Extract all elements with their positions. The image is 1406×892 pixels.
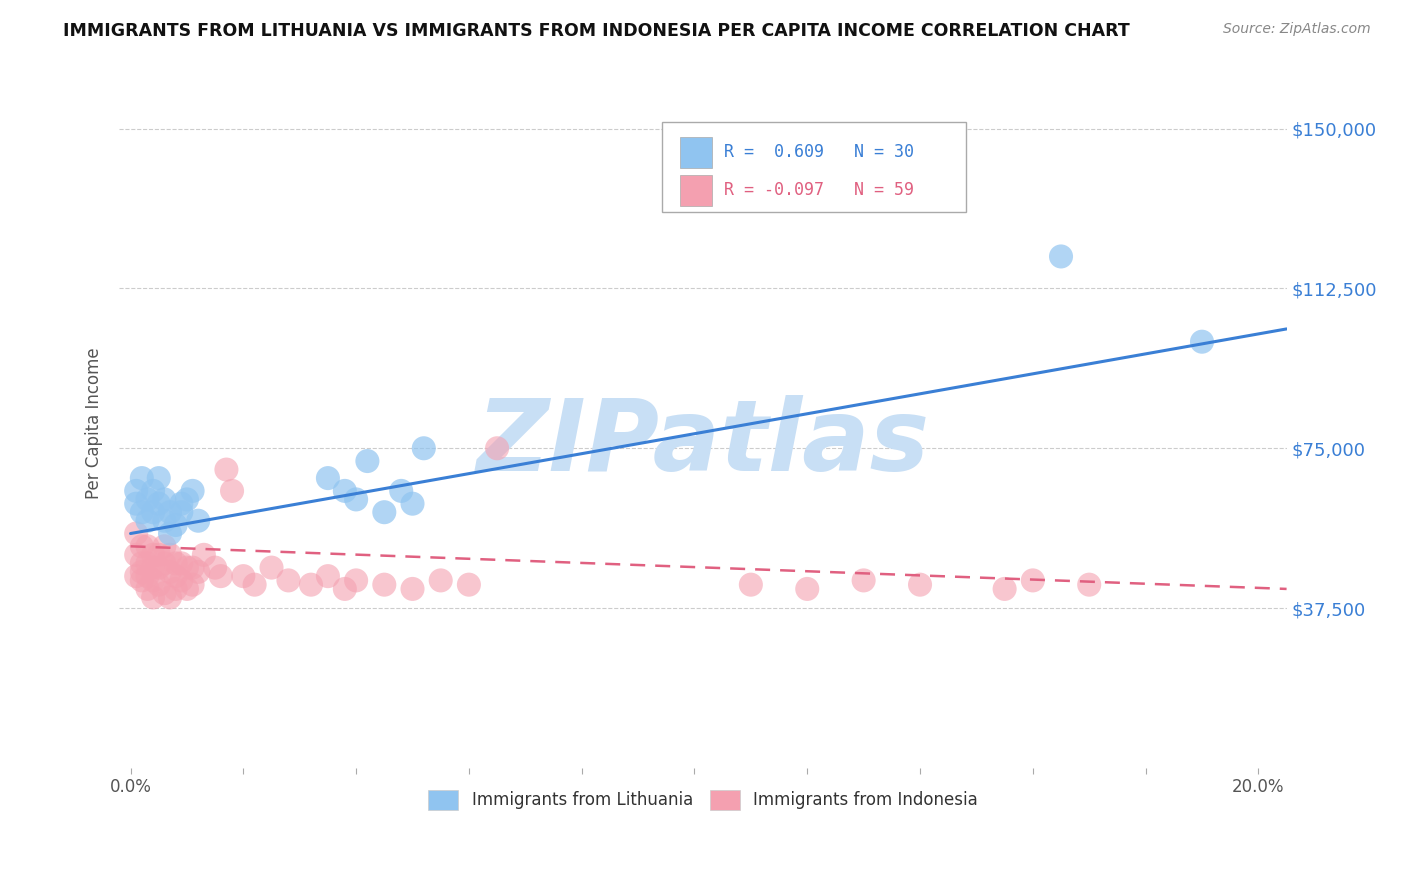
Point xyxy=(131,471,153,485)
Point xyxy=(142,591,165,605)
Point xyxy=(373,505,395,519)
Point xyxy=(142,560,165,574)
Point xyxy=(486,442,509,456)
Bar xyxy=(679,136,713,168)
Point xyxy=(181,577,204,591)
Point xyxy=(994,582,1017,596)
Point xyxy=(142,574,165,588)
Point xyxy=(131,574,153,588)
Point xyxy=(165,582,187,596)
Point xyxy=(136,514,159,528)
Point xyxy=(401,582,423,596)
Point xyxy=(204,560,226,574)
Point xyxy=(153,586,176,600)
Point xyxy=(181,483,204,498)
Point xyxy=(333,582,356,596)
Point xyxy=(429,574,451,588)
Point xyxy=(159,548,181,562)
Text: R =  0.609   N = 30: R = 0.609 N = 30 xyxy=(724,144,914,161)
Text: IMMIGRANTS FROM LITHUANIA VS IMMIGRANTS FROM INDONESIA PER CAPITA INCOME CORRELA: IMMIGRANTS FROM LITHUANIA VS IMMIGRANTS … xyxy=(63,22,1130,40)
Point xyxy=(136,557,159,571)
Point xyxy=(908,577,931,591)
Point xyxy=(401,497,423,511)
Point xyxy=(260,560,283,574)
Point xyxy=(148,577,170,591)
Point xyxy=(1191,334,1213,349)
Point xyxy=(1050,250,1073,264)
Point xyxy=(193,548,215,562)
Point xyxy=(277,574,299,588)
Point xyxy=(153,539,176,553)
Point xyxy=(740,577,762,591)
Point xyxy=(136,569,159,583)
Point xyxy=(148,471,170,485)
Point xyxy=(344,574,367,588)
Legend: Immigrants from Lithuania, Immigrants from Indonesia: Immigrants from Lithuania, Immigrants fr… xyxy=(423,785,983,815)
Point xyxy=(333,483,356,498)
Point xyxy=(176,492,198,507)
Point xyxy=(176,582,198,596)
Point xyxy=(209,569,232,583)
Point xyxy=(153,514,176,528)
Point xyxy=(170,497,193,511)
Point xyxy=(356,454,378,468)
Point xyxy=(170,505,193,519)
Point xyxy=(165,569,187,583)
Point xyxy=(176,560,198,574)
Point xyxy=(125,569,148,583)
Point xyxy=(344,492,367,507)
Bar xyxy=(679,175,713,206)
Point xyxy=(125,497,148,511)
Y-axis label: Per Capita Income: Per Capita Income xyxy=(86,347,103,499)
Point xyxy=(316,569,339,583)
Point xyxy=(1022,574,1045,588)
Point xyxy=(153,492,176,507)
Point xyxy=(187,565,209,579)
Point xyxy=(215,462,238,476)
Point xyxy=(159,565,181,579)
Point xyxy=(159,505,181,519)
Point xyxy=(131,557,153,571)
Point xyxy=(187,514,209,528)
Point xyxy=(131,565,153,579)
Point xyxy=(131,539,153,553)
Point xyxy=(389,483,412,498)
Point xyxy=(131,505,153,519)
Point xyxy=(148,548,170,562)
Point xyxy=(153,557,176,571)
Text: R = -0.097   N = 59: R = -0.097 N = 59 xyxy=(724,181,914,200)
Point xyxy=(316,471,339,485)
Point xyxy=(232,569,254,583)
Point xyxy=(125,483,148,498)
Point xyxy=(136,539,159,553)
Point xyxy=(165,518,187,533)
Point xyxy=(221,483,243,498)
Point xyxy=(148,560,170,574)
Point xyxy=(136,492,159,507)
Point xyxy=(148,497,170,511)
Point xyxy=(142,548,165,562)
Point xyxy=(142,505,165,519)
Point xyxy=(165,557,187,571)
Point xyxy=(125,526,148,541)
Point xyxy=(142,483,165,498)
Point xyxy=(1078,577,1101,591)
Point xyxy=(125,548,148,562)
Text: ZIPatlas: ZIPatlas xyxy=(477,395,929,491)
Point xyxy=(159,526,181,541)
Point xyxy=(852,574,875,588)
Point xyxy=(299,577,322,591)
Point xyxy=(457,577,479,591)
Point xyxy=(181,560,204,574)
Text: Source: ZipAtlas.com: Source: ZipAtlas.com xyxy=(1223,22,1371,37)
Point xyxy=(170,574,193,588)
Point xyxy=(170,557,193,571)
Point xyxy=(136,582,159,596)
Point xyxy=(412,442,434,456)
FancyBboxPatch shape xyxy=(662,122,966,212)
Point xyxy=(159,591,181,605)
Point xyxy=(796,582,818,596)
Point xyxy=(243,577,266,591)
Point xyxy=(373,577,395,591)
